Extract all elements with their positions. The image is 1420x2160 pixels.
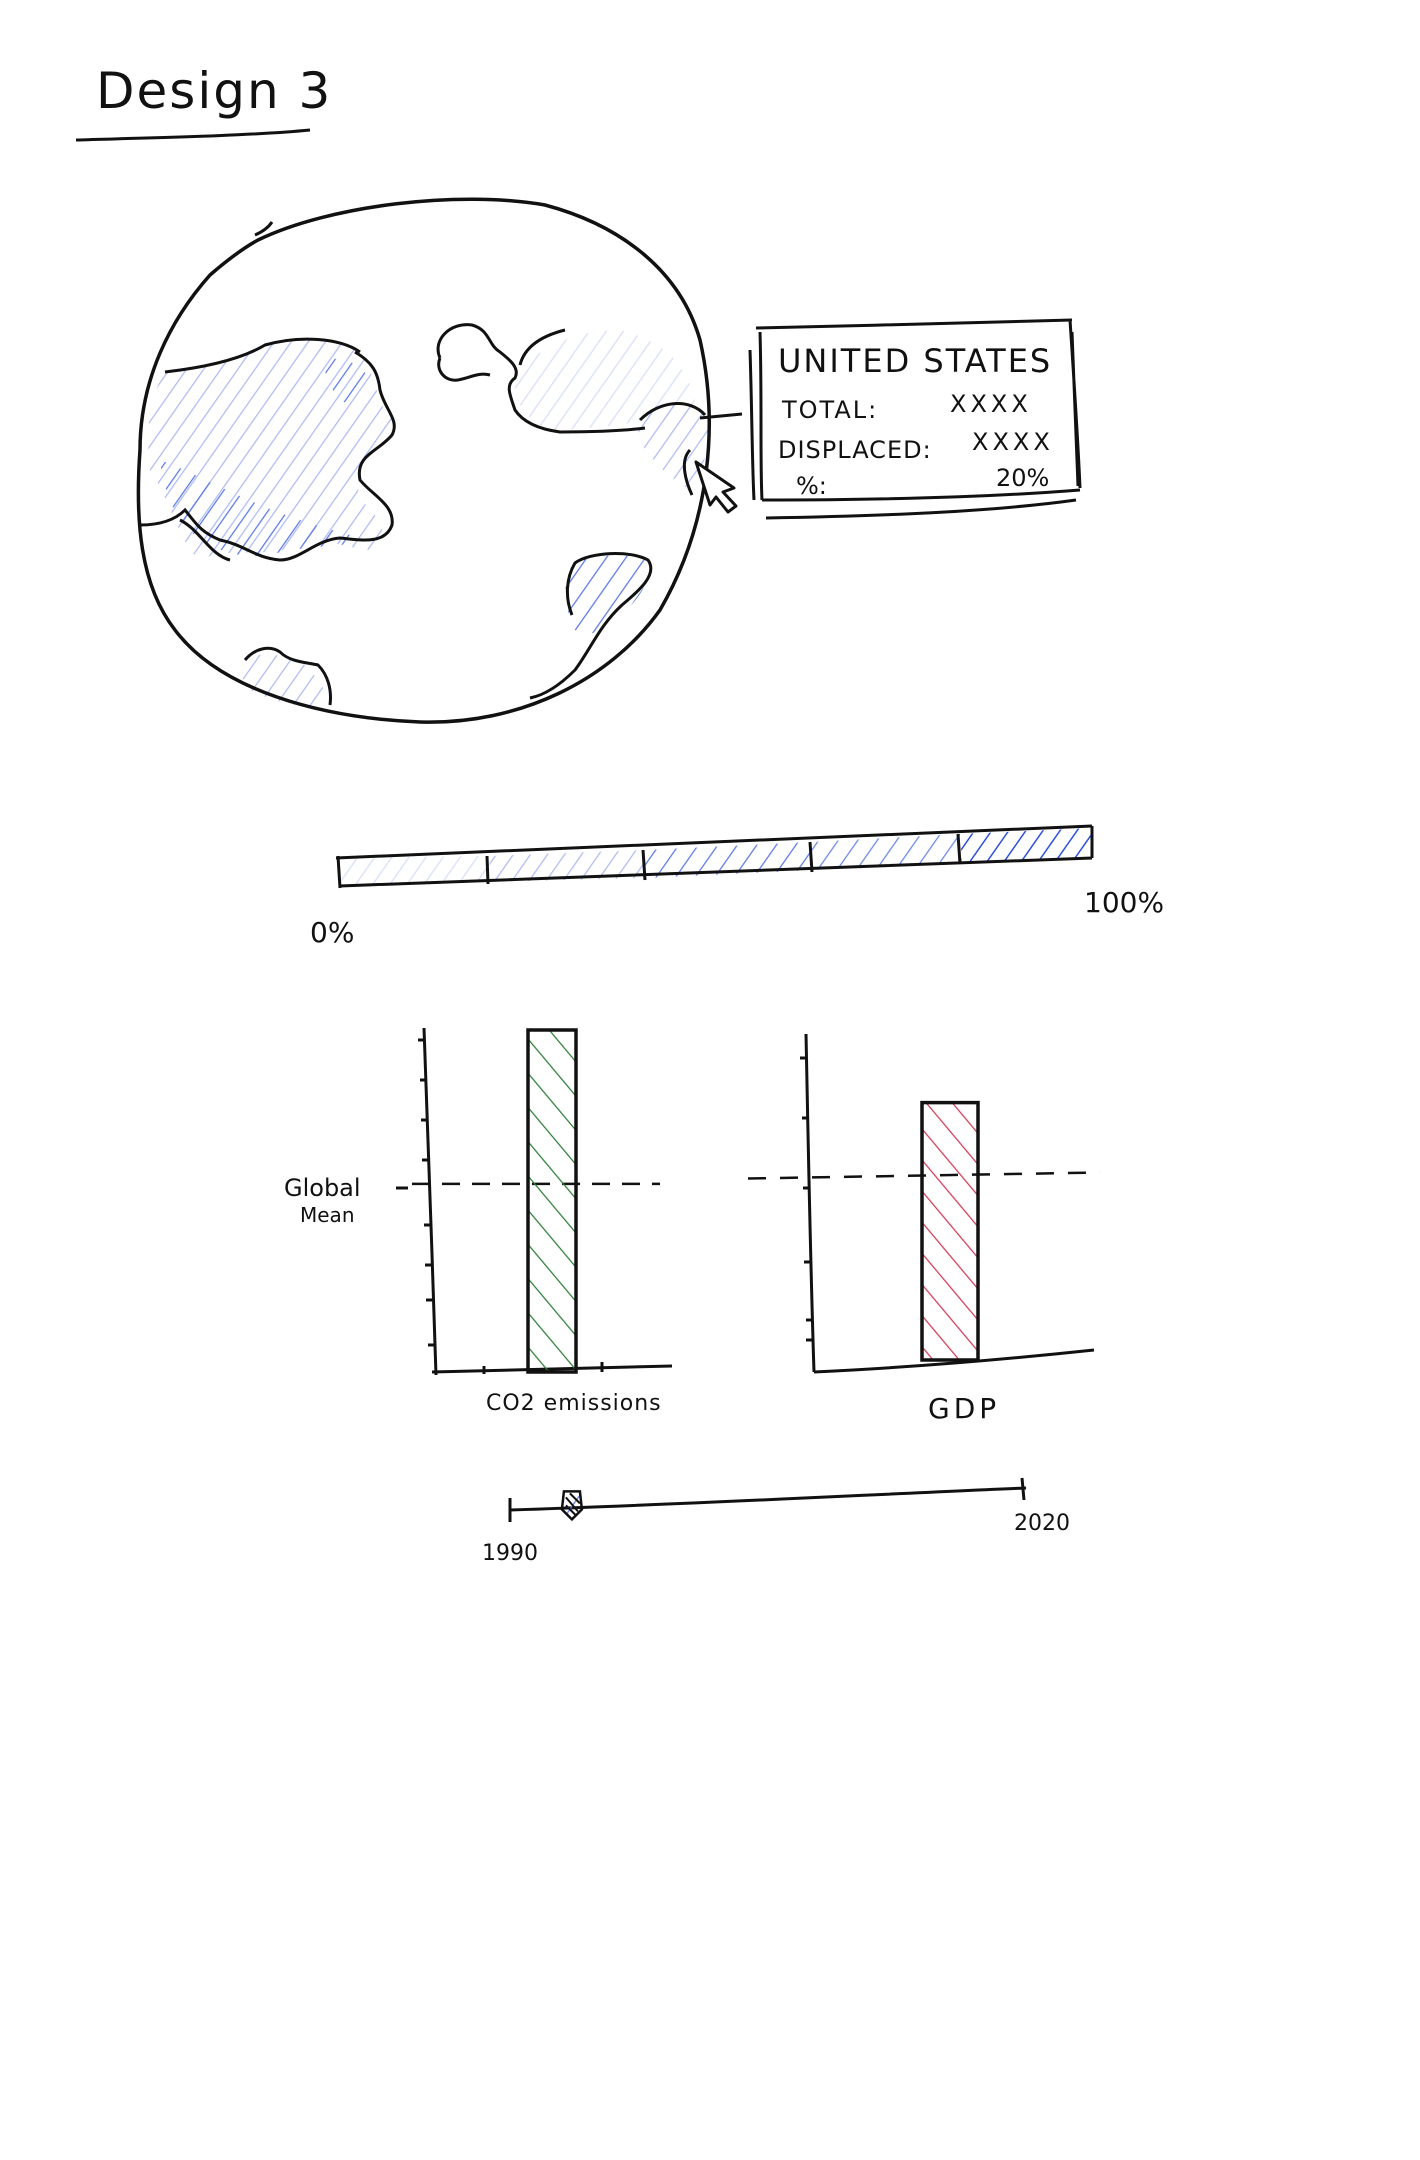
tooltip-country: UNITED STATES: [778, 342, 1052, 380]
tooltip-percent-label: %:: [796, 472, 827, 500]
global-mean-label: Global: [284, 1174, 361, 1202]
gdp-y-axis: [804, 1033, 816, 1373]
continent-south-america[interactable]: [565, 555, 649, 635]
gdp-bar[interactable]: [920, 1100, 980, 1362]
globe-outline: [136, 197, 711, 724]
color-legend: 0% 100%: [310, 824, 1164, 949]
gdp-chart: GDP: [747, 1033, 1101, 1425]
continent-united-states-highlight[interactable]: [638, 403, 708, 490]
title-underline: [75, 128, 311, 142]
year-timeline[interactable]: 1990 2020: [482, 1477, 1070, 1566]
timeline-start-label: 1990: [482, 1541, 538, 1566]
tooltip-displaced-value: XXXX: [972, 428, 1054, 456]
pointer-cursor-icon: [694, 460, 738, 514]
co2-bar[interactable]: [526, 1028, 578, 1374]
gdp-x-axis: [813, 1348, 1095, 1374]
legend-max-label: 100%: [1084, 886, 1164, 919]
global-mean-label-2: Mean: [300, 1203, 355, 1227]
legend-min-label: 0%: [310, 916, 354, 949]
timeline-end-label: 2020: [1014, 1511, 1070, 1536]
tooltip-total-value: XXXX: [950, 390, 1032, 418]
co2-y-axis: [422, 1027, 438, 1376]
tooltip-connector: [699, 412, 743, 420]
continent-europe[interactable]: [514, 330, 695, 430]
country-tooltip: UNITED STATES TOTAL: XXXX DISPLACED: XXX…: [748, 318, 1082, 520]
co2-chart: Global Mean CO2 emissions: [284, 1027, 673, 1416]
timeline-track[interactable]: [509, 1486, 1027, 1512]
tooltip-displaced-label: DISPLACED:: [778, 436, 932, 464]
timeline-handle[interactable]: [560, 1490, 584, 1522]
page-title: Design 3: [96, 62, 333, 120]
tooltip-total-label: TOTAL:: [781, 396, 878, 424]
co2-bar-label: CO2 emissions: [486, 1391, 662, 1416]
tooltip-percent-value: 20%: [996, 464, 1049, 492]
globe-map-icon[interactable]: [136, 197, 711, 724]
gdp-bar-label: GDP: [928, 1392, 1000, 1425]
